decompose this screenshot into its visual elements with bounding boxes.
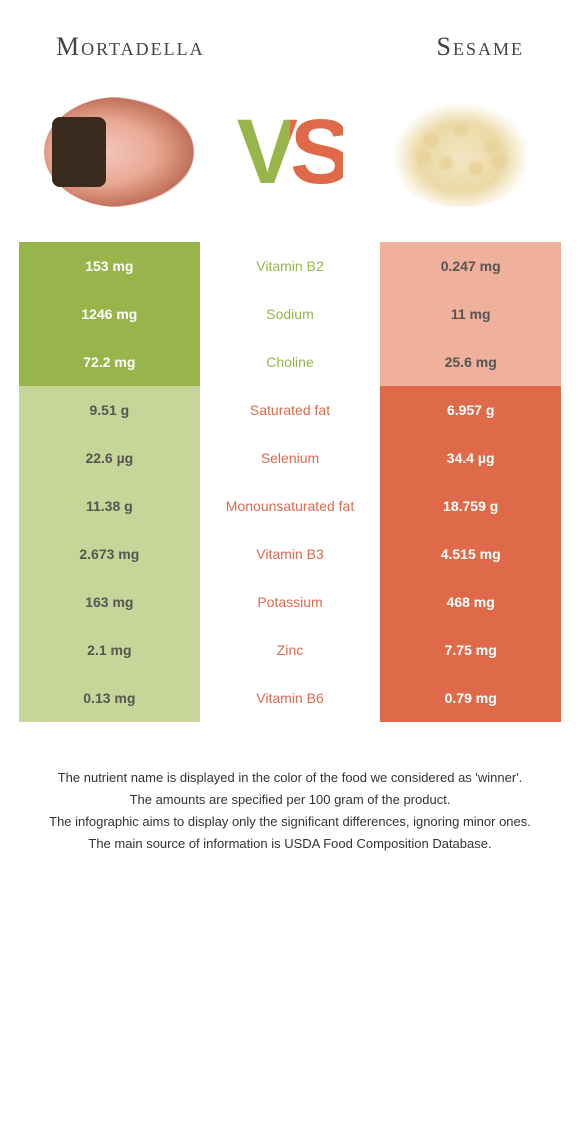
title-row: Mortadella Sesame: [0, 0, 580, 82]
footnotes: The nutrient name is displayed in the co…: [0, 722, 580, 855]
left-value: 153 mg: [19, 242, 200, 290]
footnote-line: The amounts are specified per 100 gram o…: [30, 790, 550, 810]
left-value: 2.1 mg: [19, 626, 200, 674]
table-row: 2.1 mgZinc7.75 mg: [19, 626, 561, 674]
table-row: 163 mgPotassium468 mg: [19, 578, 561, 626]
title-left: Mortadella: [56, 32, 205, 62]
left-value: 163 mg: [19, 578, 200, 626]
table-row: 2.673 mgVitamin B34.515 mg: [19, 530, 561, 578]
nutrient-label: Selenium: [200, 434, 381, 482]
nutrient-label: Vitamin B3: [200, 530, 381, 578]
right-value: 18.759 g: [380, 482, 561, 530]
table-row: 22.6 µgSelenium34.4 µg: [19, 434, 561, 482]
hero-row: VS: [0, 82, 580, 242]
right-value: 4.515 mg: [380, 530, 561, 578]
nutrient-label: Vitamin B6: [200, 674, 381, 722]
left-value: 11.38 g: [19, 482, 200, 530]
nutrient-label: Potassium: [200, 578, 381, 626]
footnote-line: The infographic aims to display only the…: [30, 812, 550, 832]
right-value: 6.957 g: [380, 386, 561, 434]
left-value: 0.13 mg: [19, 674, 200, 722]
sesame-image: [376, 92, 546, 212]
right-value: 0.79 mg: [380, 674, 561, 722]
right-value: 0.247 mg: [380, 242, 561, 290]
nutrient-label: Choline: [200, 338, 381, 386]
table-row: 11.38 gMonounsaturated fat18.759 g: [19, 482, 561, 530]
footnote-line: The nutrient name is displayed in the co…: [30, 768, 550, 788]
table-row: 0.13 mgVitamin B60.79 mg: [19, 674, 561, 722]
nutrient-label: Vitamin B2: [200, 242, 381, 290]
left-value: 2.673 mg: [19, 530, 200, 578]
table-row: 1246 mgSodium11 mg: [19, 290, 561, 338]
mortadella-image: [34, 92, 204, 212]
right-value: 25.6 mg: [380, 338, 561, 386]
left-value: 72.2 mg: [19, 338, 200, 386]
right-value: 11 mg: [380, 290, 561, 338]
right-value: 34.4 µg: [380, 434, 561, 482]
left-value: 9.51 g: [19, 386, 200, 434]
table-row: 9.51 gSaturated fat6.957 g: [19, 386, 561, 434]
title-right: Sesame: [437, 32, 524, 62]
vs-label: VS: [237, 106, 344, 198]
nutrient-label: Saturated fat: [200, 386, 381, 434]
nutrient-label: Sodium: [200, 290, 381, 338]
table-row: 153 mgVitamin B20.247 mg: [19, 242, 561, 290]
left-value: 1246 mg: [19, 290, 200, 338]
right-value: 468 mg: [380, 578, 561, 626]
left-value: 22.6 µg: [19, 434, 200, 482]
nutrient-label: Zinc: [200, 626, 381, 674]
nutrient-label: Monounsaturated fat: [200, 482, 381, 530]
comparison-table: 153 mgVitamin B20.247 mg1246 mgSodium11 …: [19, 242, 561, 722]
right-value: 7.75 mg: [380, 626, 561, 674]
footnote-line: The main source of information is USDA F…: [30, 834, 550, 854]
table-row: 72.2 mgCholine25.6 mg: [19, 338, 561, 386]
